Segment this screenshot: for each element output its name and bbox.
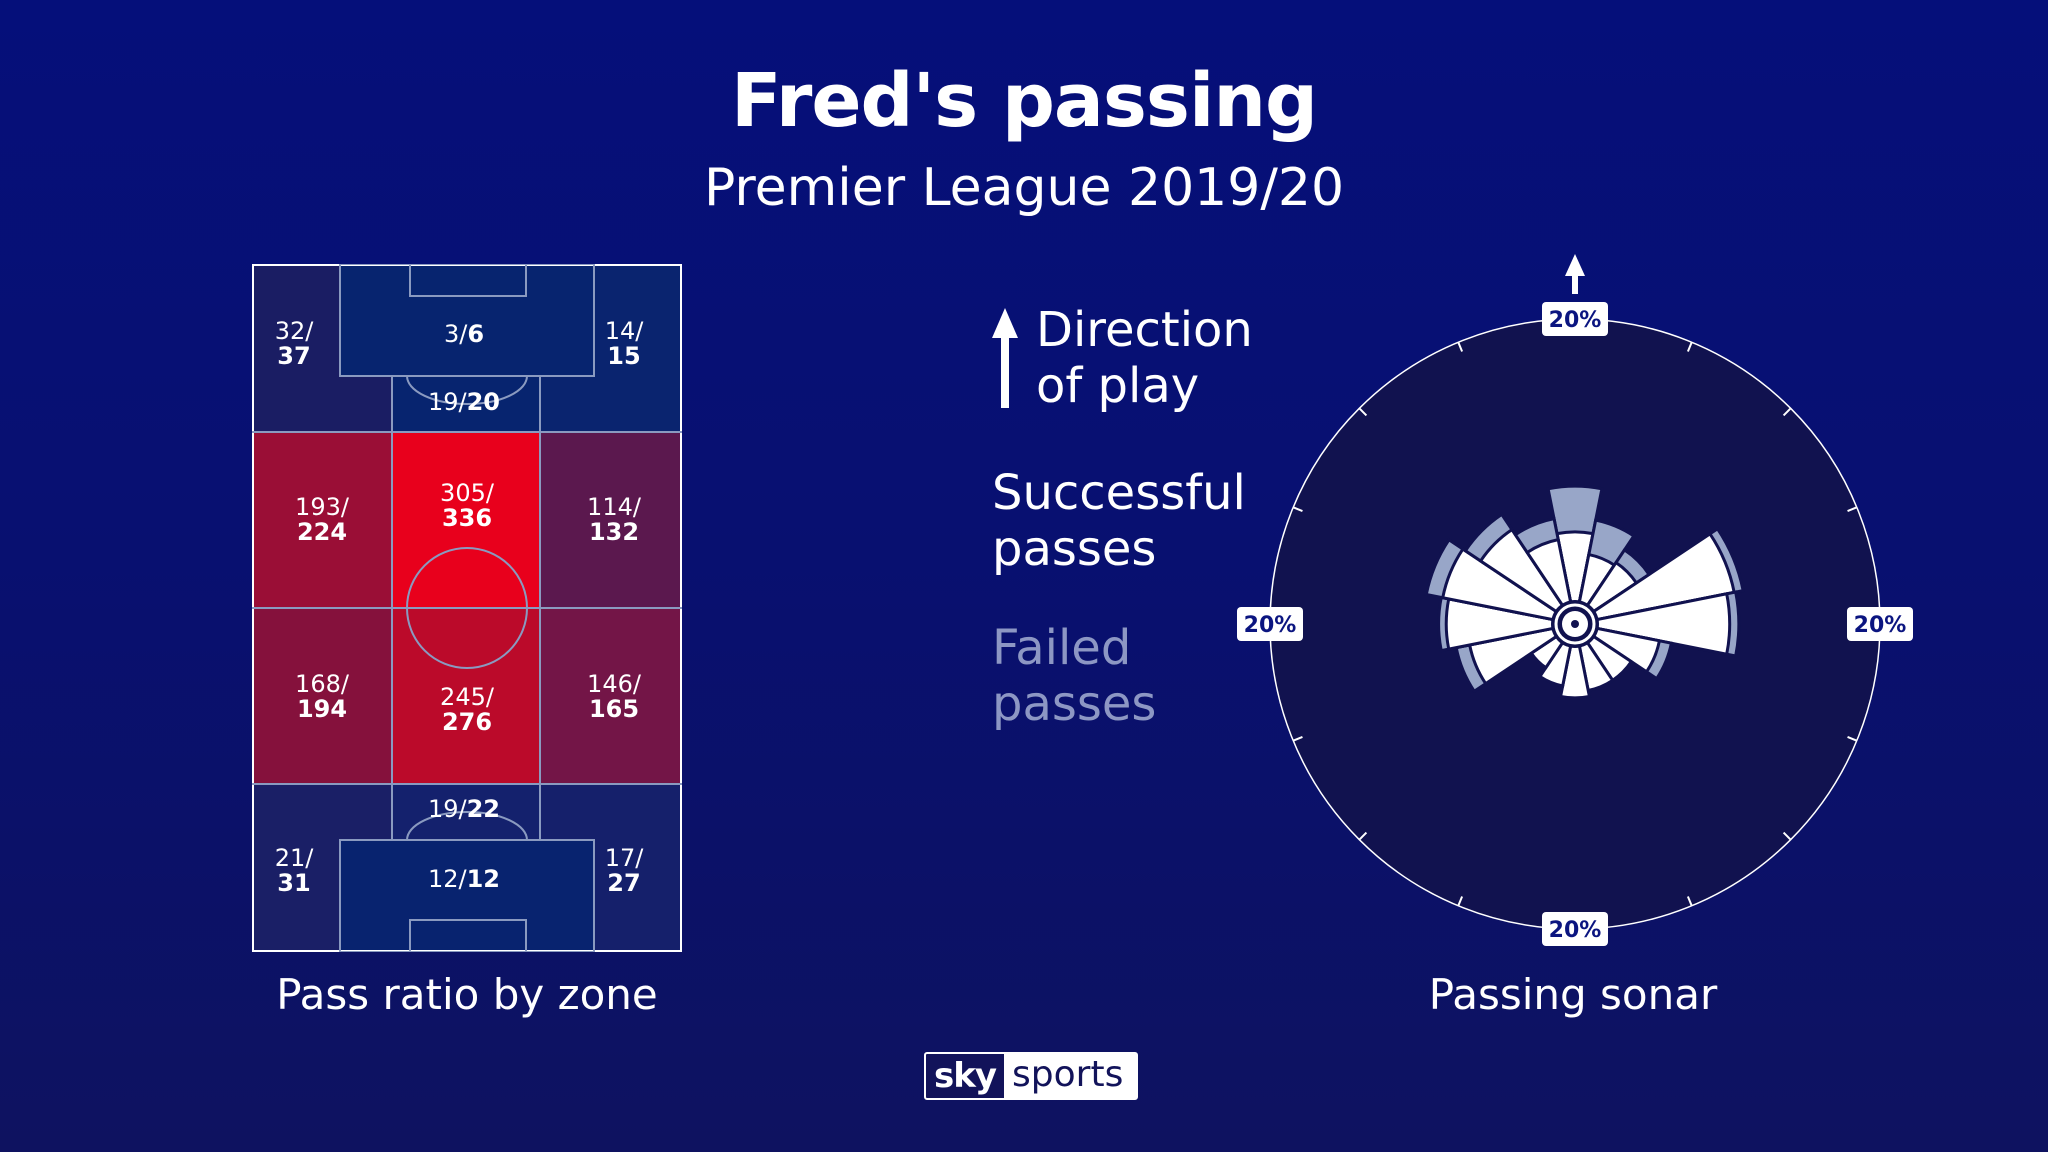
zone-total-mid-def-left: 194 (297, 695, 347, 723)
svg-text:20%: 20% (1549, 308, 1602, 333)
ring-label-20pct: 20% (1847, 607, 1913, 641)
zone-label-mid-def-right: 146/ (587, 670, 642, 698)
chart-subtitle: Premier League 2019/20 (703, 158, 1345, 218)
zone-labels: 32/37 14/15 3/6 19/20 193/224 305/336 114/132 1… (275, 317, 645, 897)
ring-label-20pct: 20% (1237, 607, 1303, 641)
sonar-tick (1782, 831, 1792, 841)
zone-att-box (340, 264, 594, 376)
sonar-tick (1686, 896, 1693, 907)
zone-label-def-left: 21/ (275, 844, 315, 872)
sonar-tick (1457, 341, 1464, 352)
direction-arrow-icon (1565, 254, 1585, 276)
legend-failed-line1: Failed (992, 620, 1132, 676)
zone-label-att-left: 32/ (275, 317, 315, 345)
zone-total-def-left: 31 (277, 869, 310, 897)
zone-total-mid-def-centre: 276 (442, 708, 492, 736)
svg-text:20%: 20% (1549, 918, 1602, 943)
zone-mid-def-right (540, 608, 682, 784)
zone-total-mid-att-centre: 336 (442, 504, 492, 532)
zone-mid-def-centre (392, 608, 540, 784)
zone-total-mid-att-left: 224 (297, 518, 347, 546)
pitch-markings (252, 264, 682, 952)
sonar-tick (1457, 896, 1464, 907)
zone-mid-att-left (252, 432, 392, 608)
sky-sports-logo: sky sports (924, 1052, 1138, 1100)
legend-failed: Failed passes (992, 620, 1156, 732)
logo-sports: sports (1012, 1054, 1124, 1095)
legend-direction-line1: Direction (1036, 302, 1253, 358)
sonar-tick (1292, 735, 1303, 742)
zone-total-mid-def-right: 165 (589, 695, 639, 723)
zone-label-att-arc: 19/20 (428, 388, 500, 416)
zone-label-def-box: 12/12 (428, 865, 500, 893)
logo-sky: sky (926, 1054, 1005, 1098)
sonar-tick (1292, 506, 1303, 513)
sonar-tick (1847, 506, 1858, 513)
sonar-tick (1358, 407, 1368, 417)
football-icon (1551, 600, 1599, 648)
zone-mid-def-left (252, 608, 392, 784)
zone-label-att-right: 14/ (605, 317, 645, 345)
zone-total-att-left: 37 (277, 342, 310, 370)
pitch-caption: Pass ratio by zone (276, 970, 658, 1019)
zone-label-mid-att-centre: 305/ (440, 479, 495, 507)
ring-label-20pct: 20% (1542, 912, 1608, 946)
zone-mid-att-centre (392, 432, 540, 608)
ring-label-20pct: 20% (1542, 302, 1608, 336)
zone-total-att-right: 15 (607, 342, 640, 370)
zone-mid-att-right (540, 432, 682, 608)
legend-direction: Direction of play (1036, 302, 1253, 414)
direction-arrow-icon (992, 308, 1018, 408)
zone-def-box (340, 840, 594, 952)
svg-text:20%: 20% (1854, 613, 1907, 638)
zone-label-att-box: 3/6 (444, 320, 484, 348)
legend-direction-line2: of play (1036, 358, 1200, 414)
zone-label-def-right: 17/ (605, 844, 645, 872)
sonar-tick (1358, 831, 1368, 841)
zone-total-mid-att-right: 132 (589, 518, 639, 546)
zone-total-def-right: 27 (607, 869, 640, 897)
zone-label-mid-att-right: 114/ (587, 493, 642, 521)
sonar-tick (1686, 341, 1693, 352)
svg-text:20%: 20% (1244, 613, 1297, 638)
legend-failed-line2: passes (992, 676, 1157, 732)
pass-ratio-pitch: 32/37 14/15 3/6 19/20 193/224 305/336 114/132 1… (252, 264, 682, 952)
zone-layer (252, 264, 682, 952)
chart-title: Fred's passing (731, 58, 1318, 144)
zone-label-def-arc: 19/22 (428, 795, 500, 823)
legend-successful: Successful passes (992, 465, 1246, 577)
zone-label-mid-att-left: 193/ (295, 493, 350, 521)
sonar-tick (1782, 407, 1792, 417)
legend-successful-line2: passes (992, 521, 1157, 577)
sonar-ring-labels: 20% 20% 20% 20% (1237, 302, 1913, 946)
zone-label-mid-def-centre: 245/ (440, 683, 495, 711)
sonar-caption: Passing sonar (1428, 970, 1718, 1019)
sonar-tick (1847, 735, 1858, 742)
zone-label-mid-def-left: 168/ (295, 670, 350, 698)
passing-sonar: 20% 20% 20% 20% (1237, 254, 1913, 946)
legend-successful-line1: Successful (992, 465, 1246, 521)
